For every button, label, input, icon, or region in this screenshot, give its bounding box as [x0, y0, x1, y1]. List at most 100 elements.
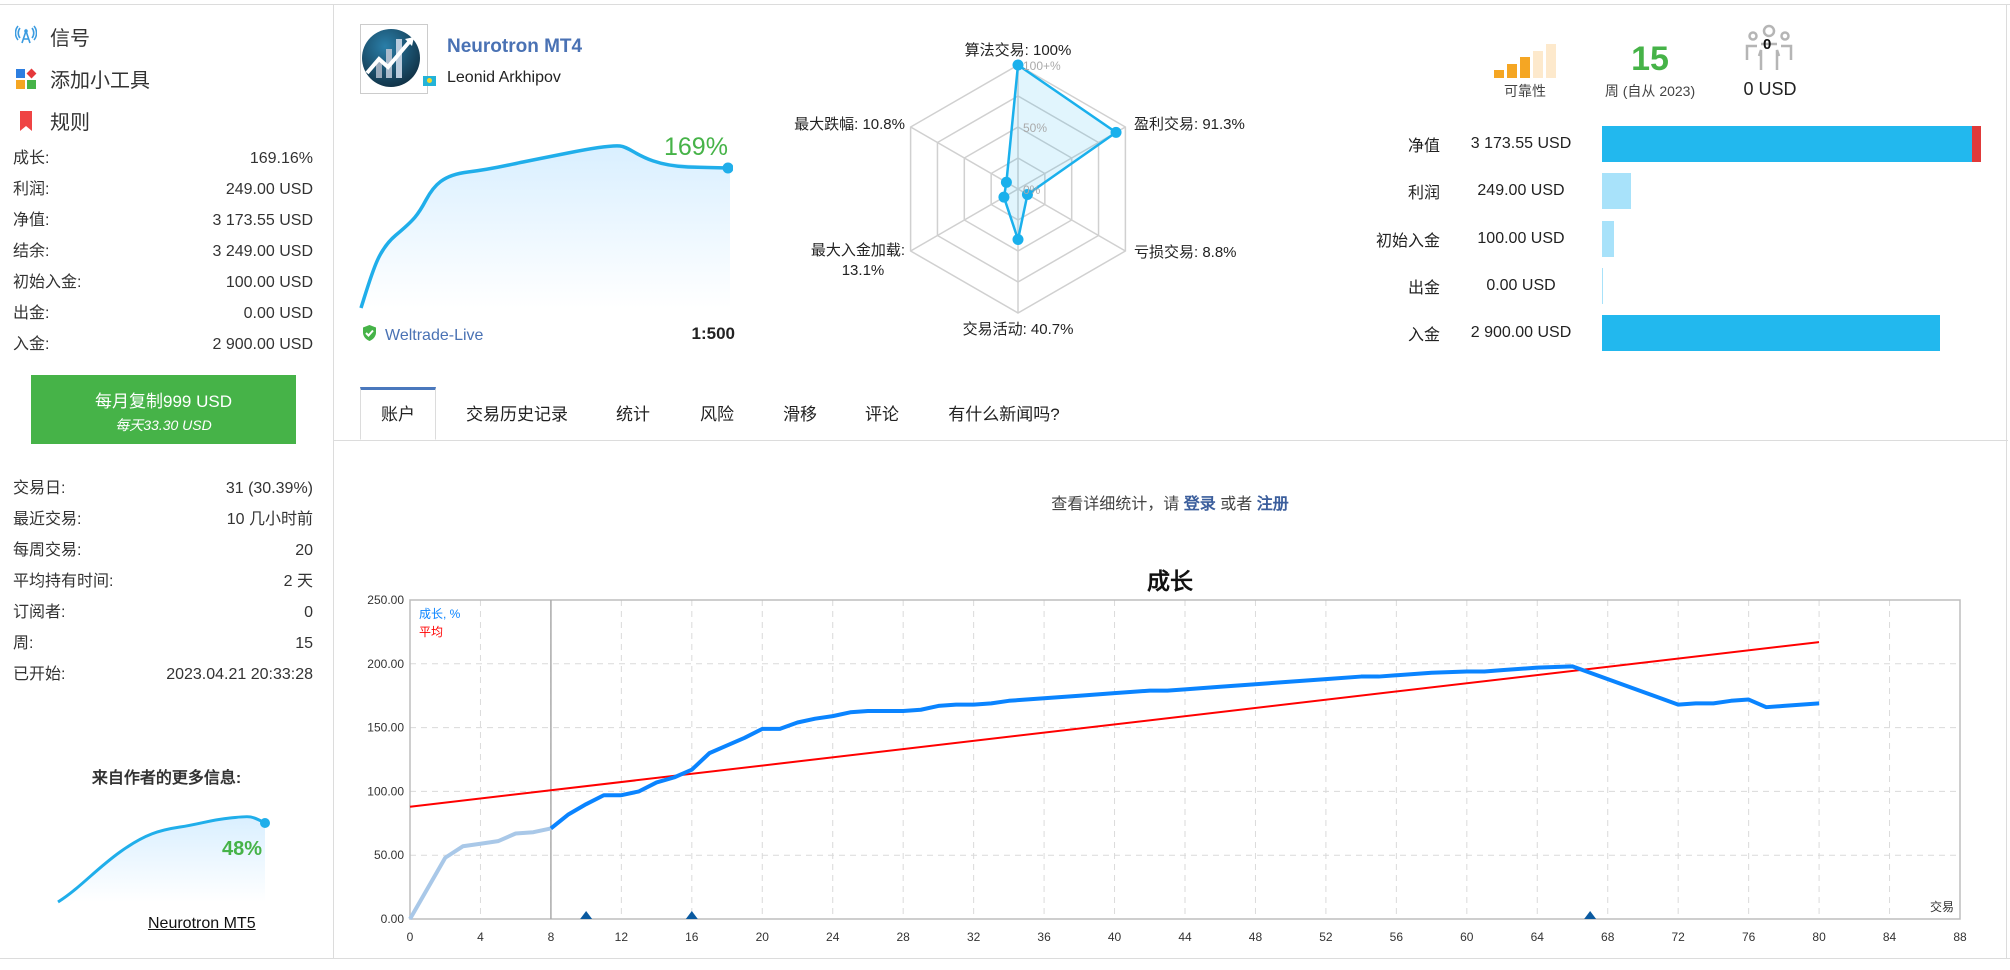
signal-logo-image — [362, 29, 420, 87]
x-tick-label: 80 — [1812, 930, 1826, 944]
signal-author[interactable]: Leonid Arkhipov — [447, 69, 561, 86]
y-tick-label: 150.00 — [367, 721, 404, 735]
x-tick-label: 8 — [548, 930, 555, 944]
radar-chart: 100+% 50% 0% 算法交易: 100% 盈利交易: 91.3% 亏损交易: 8.8… — [794, 41, 1245, 338]
radar-spoke — [910, 126, 1019, 190]
reliability-bar — [1546, 44, 1556, 78]
subscribers-funds: 0 USD — [1743, 79, 1797, 99]
legend-average: 平均 — [419, 625, 443, 639]
radar-point — [998, 191, 1010, 203]
shield-check-icon — [362, 324, 377, 347]
deposit-marker[interactable] — [580, 911, 593, 919]
stat-value: 10 几小时前 — [226, 511, 313, 528]
y-tick-label: 200.00 — [367, 657, 404, 671]
stat-label: 利润: — [13, 181, 50, 198]
tab-4[interactable]: 滑移 — [762, 387, 838, 440]
signal-antenna-icon — [14, 24, 38, 49]
radar-ring-label: 0% — [1023, 183, 1041, 197]
equity-bar — [1602, 126, 1973, 162]
stat-row: 结余: 3 249.00 USD — [13, 236, 313, 267]
x-tick-label: 0 — [407, 930, 414, 944]
x-tick-label: 72 — [1672, 930, 1686, 944]
deposit-marker[interactable] — [1584, 911, 1597, 919]
x-tick-label: 32 — [967, 930, 981, 944]
stat-label: 成长: — [13, 150, 50, 167]
x-tick-label: 24 — [826, 930, 840, 944]
x-tick-label: 64 — [1531, 930, 1545, 944]
tab-2[interactable]: 统计 — [598, 387, 668, 440]
reliability-bar — [1494, 70, 1504, 78]
tab-0[interactable]: 账户 — [360, 387, 436, 440]
x-tick-label: 48 — [1249, 930, 1263, 944]
y-tick-label: 0.00 — [381, 912, 405, 926]
more-signal-link[interactable]: Neurotron MT5 — [148, 915, 256, 932]
reliability-bar — [1507, 63, 1517, 78]
register-link[interactable]: 注册 — [1256, 496, 1289, 513]
x-tick-label: 40 — [1108, 930, 1122, 944]
radar-point — [1000, 176, 1012, 188]
equity-value: 0.00 USD — [1486, 276, 1556, 294]
x-tick-label: 28 — [897, 930, 911, 944]
stat-value: 2 900.00 USD — [212, 336, 313, 353]
plot-frame — [409, 599, 1961, 920]
copy-subscribe-button[interactable]: 每月复制999 USD 每天33.30 USD — [31, 375, 296, 444]
bottom-border — [0, 958, 2010, 959]
tab-1[interactable]: 交易历史记录 — [446, 387, 588, 440]
sidebar-item-add-widget[interactable]: 添加小工具 — [14, 64, 150, 93]
deposit-marker[interactable] — [685, 911, 698, 919]
signal-logo[interactable] — [360, 24, 428, 94]
equity-label: 利润 — [1407, 185, 1440, 203]
signal-growth-value: 169% — [664, 133, 728, 161]
equity-value: 2 900.00 USD — [1470, 324, 1572, 342]
sidebar-item-rules[interactable]: 规则 — [14, 106, 90, 135]
stat-value: 249.00 USD — [225, 181, 313, 198]
stat-label: 订阅者: — [13, 604, 66, 621]
radar-spoke — [1017, 188, 1126, 252]
login-prompt-text: 查看详细统计，请 — [1051, 496, 1180, 513]
stat-value: 15 — [295, 635, 313, 652]
subscribers-icon: 0 — [1743, 24, 1795, 72]
equity-bar — [1602, 315, 1941, 352]
equity-value: 100.00 USD — [1477, 229, 1565, 247]
equity-label: 净值 — [1407, 138, 1440, 155]
tab-5[interactable]: 评论 — [846, 387, 918, 440]
growth-line — [549, 664, 1820, 830]
x-tick-label: 88 — [1953, 930, 1967, 944]
x-tick-label: 44 — [1178, 930, 1192, 944]
x-tick-label: 68 — [1601, 930, 1615, 944]
tab-label: 有什么新闻吗? — [948, 405, 1060, 424]
tab-6[interactable]: 有什么新闻吗? — [922, 387, 1086, 440]
more-growth-value: 48% — [222, 838, 263, 860]
signal-name[interactable]: Neurotron MT4 — [447, 36, 583, 57]
bookmark-icon — [14, 109, 38, 133]
stat-label: 交易日: — [13, 480, 66, 497]
equity-bar — [1602, 173, 1632, 210]
equity-value: 249.00 USD — [1477, 182, 1565, 200]
stat-value: 2 天 — [283, 573, 313, 590]
stat-row: 周: 15 — [13, 628, 313, 659]
sidebar-item-label: 信号 — [50, 28, 90, 50]
radar-axis-label: 最大入金加载: — [811, 242, 905, 259]
radar-axis-label: 最大跌幅: 10.8% — [794, 116, 905, 133]
sidebar-item-signals[interactable]: 信号 — [14, 22, 90, 51]
broker-verified[interactable]: Weltrade-Live — [362, 324, 483, 347]
tab-label: 交易历史记录 — [466, 405, 568, 424]
x-tick-label: 56 — [1390, 930, 1404, 944]
leverage: 1:500 — [691, 324, 735, 343]
reliability-bar — [1520, 57, 1530, 78]
stat-value: 3 249.00 USD — [212, 243, 313, 260]
tab-3[interactable]: 风险 — [680, 387, 754, 440]
stat-row: 成长: 169.16% — [13, 143, 313, 174]
radar-ring-label: 100+% — [1023, 59, 1061, 73]
stat-value: 2023.04.21 20:33:28 — [166, 666, 313, 683]
stat-label: 结余: — [13, 243, 50, 260]
login-link[interactable]: 登录 — [1183, 496, 1216, 513]
equity-bar — [1602, 267, 1603, 304]
stat-row: 出金: 0.00 USD — [13, 298, 313, 329]
growth-line-history — [408, 826, 552, 920]
stat-value: 31 (30.39%) — [225, 480, 313, 497]
x-tick-label: 52 — [1319, 930, 1333, 944]
stat-row: 净值: 3 173.55 USD — [13, 205, 313, 236]
signal-growth-sparkline — [359, 144, 733, 309]
